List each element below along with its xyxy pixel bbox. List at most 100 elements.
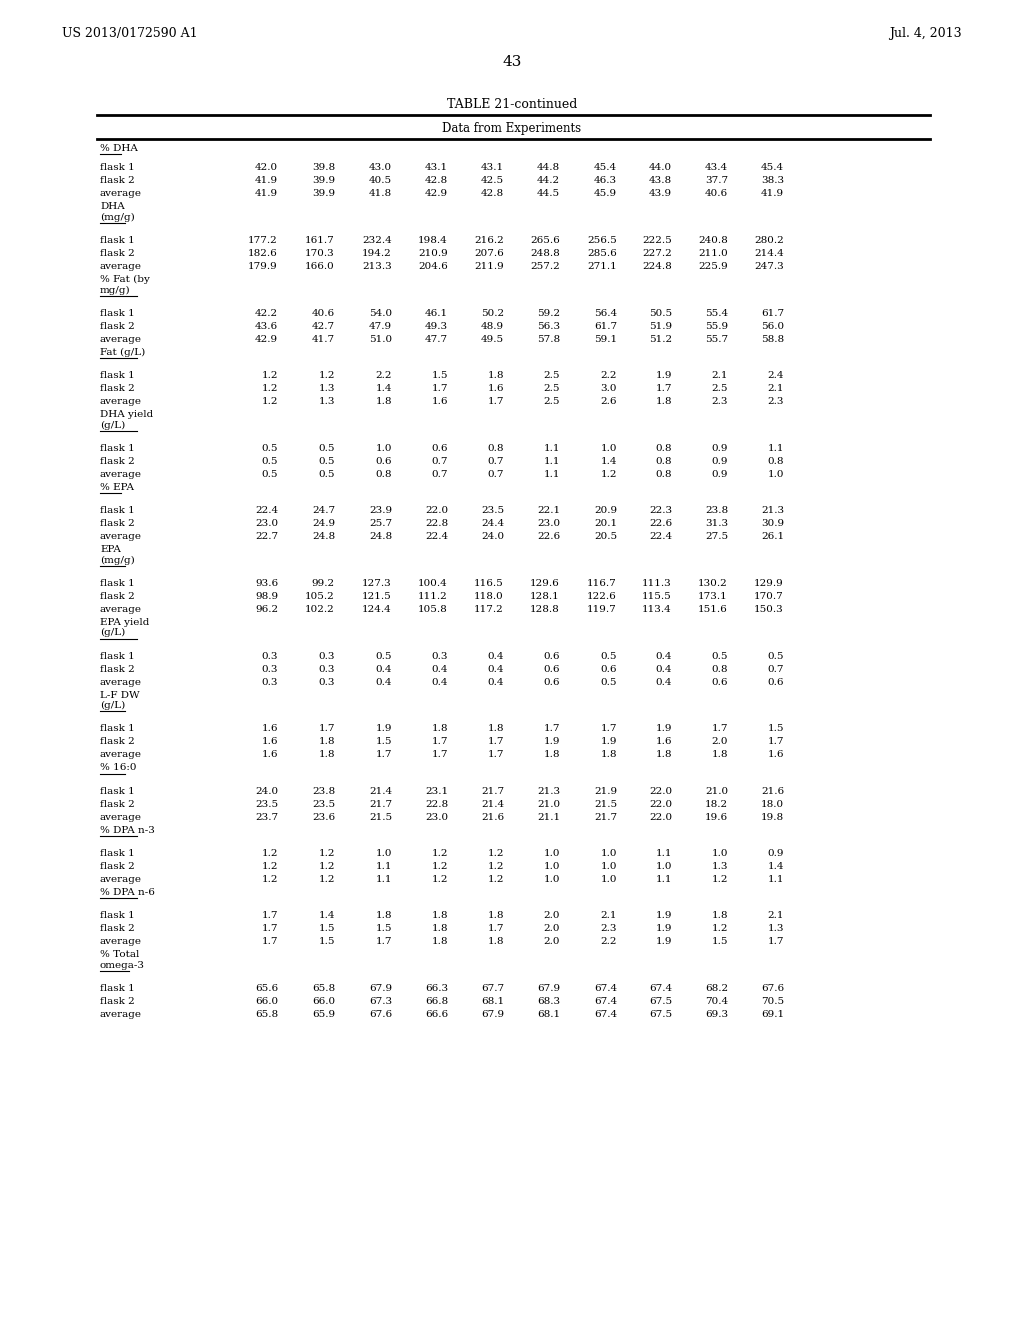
- Text: 68.2: 68.2: [705, 983, 728, 993]
- Text: 0.6: 0.6: [544, 677, 560, 686]
- Text: 198.4: 198.4: [418, 236, 449, 246]
- Text: 1.8: 1.8: [544, 750, 560, 759]
- Text: 0.6: 0.6: [376, 457, 392, 466]
- Text: 2.1: 2.1: [768, 911, 784, 920]
- Text: 2.2: 2.2: [376, 371, 392, 380]
- Text: 66.6: 66.6: [425, 1010, 449, 1019]
- Text: 68.1: 68.1: [537, 1010, 560, 1019]
- Text: 40.6: 40.6: [705, 189, 728, 198]
- Text: 2.3: 2.3: [712, 397, 728, 407]
- Text: 227.2: 227.2: [642, 249, 672, 257]
- Text: 99.2: 99.2: [312, 579, 335, 587]
- Text: Fat (g/L): Fat (g/L): [100, 347, 145, 356]
- Text: 280.2: 280.2: [755, 236, 784, 246]
- Text: 1.7: 1.7: [544, 725, 560, 733]
- Text: 0.5: 0.5: [318, 444, 335, 453]
- Text: 1.8: 1.8: [712, 911, 728, 920]
- Text: flask 2: flask 2: [100, 322, 135, 331]
- Text: 41.9: 41.9: [761, 189, 784, 198]
- Text: 22.4: 22.4: [425, 532, 449, 541]
- Text: 1.2: 1.2: [261, 875, 278, 884]
- Text: 61.7: 61.7: [594, 322, 617, 331]
- Text: 118.0: 118.0: [474, 591, 504, 601]
- Text: 1.8: 1.8: [487, 937, 504, 946]
- Text: 23.5: 23.5: [255, 800, 278, 809]
- Text: 1.1: 1.1: [768, 444, 784, 453]
- Text: average: average: [100, 263, 142, 271]
- Text: 1.1: 1.1: [768, 875, 784, 884]
- Text: 1.8: 1.8: [318, 738, 335, 746]
- Text: 1.7: 1.7: [261, 924, 278, 933]
- Text: average: average: [100, 937, 142, 946]
- Text: 0.4: 0.4: [487, 664, 504, 673]
- Text: 19.6: 19.6: [705, 813, 728, 821]
- Text: flask 1: flask 1: [100, 911, 135, 920]
- Text: 38.3: 38.3: [761, 177, 784, 185]
- Text: 0.9: 0.9: [712, 457, 728, 466]
- Text: 1.0: 1.0: [600, 849, 617, 858]
- Text: 23.6: 23.6: [312, 813, 335, 821]
- Text: 67.4: 67.4: [594, 997, 617, 1006]
- Text: flask 1: flask 1: [100, 506, 135, 515]
- Text: flask 2: flask 2: [100, 800, 135, 809]
- Text: 127.3: 127.3: [362, 579, 392, 587]
- Text: 1.6: 1.6: [261, 750, 278, 759]
- Text: 0.4: 0.4: [376, 664, 392, 673]
- Text: 59.2: 59.2: [537, 309, 560, 318]
- Text: 42.8: 42.8: [425, 177, 449, 185]
- Text: 23.0: 23.0: [255, 519, 278, 528]
- Text: 21.1: 21.1: [537, 813, 560, 821]
- Text: 1.2: 1.2: [487, 849, 504, 858]
- Text: 24.8: 24.8: [369, 532, 392, 541]
- Text: 1.1: 1.1: [544, 457, 560, 466]
- Text: 1.0: 1.0: [376, 849, 392, 858]
- Text: 0.3: 0.3: [261, 652, 278, 660]
- Text: flask 1: flask 1: [100, 725, 135, 733]
- Text: 0.5: 0.5: [261, 457, 278, 466]
- Text: flask 2: flask 2: [100, 249, 135, 257]
- Text: 21.6: 21.6: [761, 787, 784, 796]
- Text: 166.0: 166.0: [305, 263, 335, 271]
- Text: 0.5: 0.5: [768, 652, 784, 660]
- Text: 1.8: 1.8: [431, 924, 449, 933]
- Text: 0.4: 0.4: [431, 664, 449, 673]
- Text: 43: 43: [503, 55, 521, 69]
- Text: 21.4: 21.4: [369, 787, 392, 796]
- Text: flask 2: flask 2: [100, 738, 135, 746]
- Text: 1.9: 1.9: [655, 911, 672, 920]
- Text: 1.5: 1.5: [318, 924, 335, 933]
- Text: 1.8: 1.8: [487, 911, 504, 920]
- Text: 2.2: 2.2: [600, 371, 617, 380]
- Text: 0.7: 0.7: [431, 470, 449, 479]
- Text: 0.3: 0.3: [431, 652, 449, 660]
- Text: 70.4: 70.4: [705, 997, 728, 1006]
- Text: 27.5: 27.5: [705, 532, 728, 541]
- Text: 66.8: 66.8: [425, 997, 449, 1006]
- Text: 1.0: 1.0: [768, 470, 784, 479]
- Text: 49.5: 49.5: [481, 335, 504, 343]
- Text: 69.1: 69.1: [761, 1010, 784, 1019]
- Text: 0.4: 0.4: [431, 677, 449, 686]
- Text: 214.4: 214.4: [755, 249, 784, 257]
- Text: 224.8: 224.8: [642, 263, 672, 271]
- Text: flask 1: flask 1: [100, 652, 135, 660]
- Text: 0.5: 0.5: [261, 444, 278, 453]
- Text: 1.0: 1.0: [655, 862, 672, 871]
- Text: 207.6: 207.6: [474, 249, 504, 257]
- Text: 0.4: 0.4: [376, 677, 392, 686]
- Text: 1.8: 1.8: [318, 750, 335, 759]
- Text: 1.9: 1.9: [655, 924, 672, 933]
- Text: 2.5: 2.5: [544, 384, 560, 393]
- Text: 1.0: 1.0: [600, 875, 617, 884]
- Text: 1.7: 1.7: [768, 937, 784, 946]
- Text: 22.4: 22.4: [255, 506, 278, 515]
- Text: 1.0: 1.0: [544, 849, 560, 858]
- Text: 42.7: 42.7: [312, 322, 335, 331]
- Text: 248.8: 248.8: [530, 249, 560, 257]
- Text: 1.0: 1.0: [600, 862, 617, 871]
- Text: 22.0: 22.0: [649, 813, 672, 821]
- Text: 1.4: 1.4: [600, 457, 617, 466]
- Text: 1.5: 1.5: [318, 937, 335, 946]
- Text: % DPA n-3: % DPA n-3: [100, 825, 155, 834]
- Text: TABLE 21-continued: TABLE 21-continued: [446, 98, 578, 111]
